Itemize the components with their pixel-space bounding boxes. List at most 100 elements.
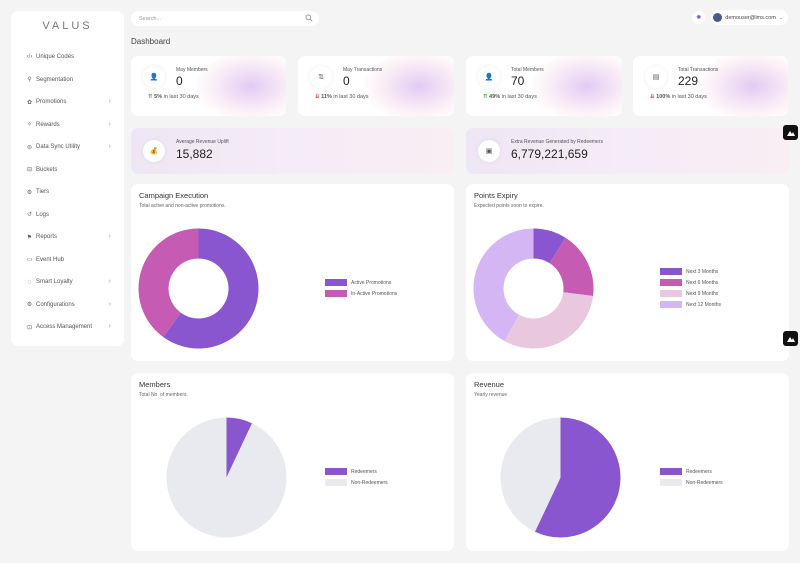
theme-toggle-button[interactable]: ✺: [692, 11, 706, 24]
sidebar-item-logs[interactable]: ↺ Logs: [11, 204, 124, 227]
legend-item[interactable]: Next 6 Months: [660, 277, 721, 288]
legend-label: Next 3 Months: [686, 268, 719, 275]
add-user-icon: 👤: [478, 66, 500, 88]
members-icon: 👤: [143, 66, 165, 88]
sidebar-item-promotions[interactable]: ✿ Promotions ›: [11, 91, 124, 114]
panel-subtitle: Total No. of members.: [139, 392, 188, 398]
legend-swatch: [660, 268, 682, 275]
stat-label: Total Transactions: [678, 67, 719, 73]
stat-card-extra-revenue: ▣ Extra Revenue Generated by Redeemers 6…: [466, 128, 789, 174]
legend-swatch: [325, 279, 347, 286]
cash-icon: ▣: [478, 140, 500, 162]
widget-launcher-button[interactable]: [783, 331, 798, 346]
legend-swatch: [325, 290, 347, 297]
legend-item[interactable]: Active Promotions: [325, 277, 397, 288]
legend-item[interactable]: Redeemers: [325, 466, 388, 477]
campaign-execution-panel: Campaign Execution Total active and non-…: [131, 184, 454, 361]
page-title: Dashboard: [131, 37, 171, 46]
bucket-icon: ⊟: [26, 167, 33, 174]
legend-label: Non-Redeemers: [686, 479, 723, 486]
panel-title: Campaign Execution: [139, 191, 209, 200]
sidebar-item-label: Logs: [36, 211, 50, 218]
sidebar-item-tiers[interactable]: ⚙ Tiers: [11, 181, 124, 204]
pie-slice-non-redeemers: [166, 417, 287, 538]
sidebar-item-rewards[interactable]: ✧ Rewards ›: [11, 114, 124, 137]
legend-item[interactable]: Next 9 Months: [660, 288, 721, 299]
legend-item[interactable]: In-Active Promotions: [325, 288, 397, 299]
sidebar-item-unique-codes[interactable]: ‹/› Unique Codes: [11, 46, 124, 69]
sidebar-item-reports[interactable]: ⚑ Reports ›: [11, 226, 124, 249]
pie-slice-redeemers: [226, 417, 253, 478]
search-placeholder: Search...: [139, 15, 162, 22]
sidebar-item-data-sync-utility[interactable]: ⊜ Data Sync Utility ›: [11, 136, 124, 159]
receipt-icon: ▤: [645, 66, 667, 88]
panel-subtitle: Expected points soon to expire.: [474, 203, 544, 209]
stat-change: ⇈ 49% in last 30 days: [483, 94, 537, 100]
sidebar-item-smart-loyalty[interactable]: ♢ Smart Loyalty ›: [11, 271, 124, 294]
legend-item[interactable]: Next 12 Months: [660, 299, 721, 310]
config-icon: ⚙: [26, 302, 33, 309]
stat-card-total-transactions: ▤ Total Transactions 229 ⇊ 100% in last …: [633, 56, 788, 116]
stat-card-revenue-uplift: 💰 Average Revenue Uplift 15,882: [131, 128, 454, 174]
legend-swatch: [660, 279, 682, 286]
sidebar-item-label: Buckets: [36, 166, 58, 173]
sidebar-item-label: Smart Loyalty: [36, 279, 73, 286]
sidebar-item-segmentation[interactable]: ⚲ Segmentation: [11, 69, 124, 92]
sun-icon: ✺: [696, 15, 702, 21]
header-actions: ✺ demouser@lms.com ⌄: [692, 10, 788, 25]
stat-value: 70: [511, 74, 525, 88]
stat-change-value: 100%: [656, 94, 671, 100]
stat-card-may-members: 👤 May Members 0 ⇈ 5% in last 30 days: [131, 56, 286, 116]
sidebar-item-label: Promotions: [36, 99, 67, 106]
stat-value: 229: [678, 74, 699, 88]
chevron-down-icon: ⌄: [778, 14, 783, 21]
chevron-right-icon: ›: [108, 323, 111, 330]
sidebar-item-access-management[interactable]: ⊡ Access Management ›: [11, 316, 124, 339]
tier-icon: ⚙: [26, 189, 33, 196]
search-icon: [305, 14, 313, 22]
avatar: [713, 13, 723, 22]
legend-label: Redeemers: [351, 468, 377, 475]
sidebar-item-label: Configurations: [36, 301, 75, 308]
panel-subtitle: Total active and non-active promotions.: [139, 203, 226, 209]
sidebar-item-event-hub[interactable]: ▭ Event Hub: [11, 249, 124, 272]
panel-title: Points Expiry: [474, 191, 518, 200]
pie-slice-next-9-months: [504, 292, 594, 349]
stat-period: in last 30 days: [333, 94, 369, 100]
arrow-up-icon: ⇈: [148, 94, 153, 100]
sidebar-item-configurations[interactable]: ⚙ Configurations ›: [11, 294, 124, 317]
pie-slice-next-3-months: [533, 228, 566, 264]
legend-item[interactable]: Next 3 Months: [660, 266, 721, 277]
arrow-down-icon: ⇊: [315, 94, 320, 100]
widget-launcher-button[interactable]: [783, 125, 798, 140]
user-menu[interactable]: demouser@lms.com ⌄: [711, 10, 788, 25]
panel-title: Revenue: [474, 380, 505, 389]
cloud-icon: [786, 336, 795, 342]
legend-label: Non-Redeemers: [351, 479, 388, 486]
stat-change: ⇈ 5% in last 30 days: [148, 94, 199, 100]
reward-icon: ✧: [26, 122, 33, 129]
sidebar-item-label: Data Sync Utility: [36, 144, 81, 151]
legend-swatch: [325, 468, 347, 475]
legend-label: Next 12 Months: [686, 301, 722, 308]
legend-swatch: [660, 479, 682, 486]
pie-slice-next-12-months: [473, 228, 534, 342]
chart-legend: Redeemers Non-Redeemers: [660, 466, 723, 488]
sidebar-item-label: Rewards: [36, 121, 60, 128]
stat-change-value: 11%: [321, 94, 332, 100]
stat-card-total-members: 👤 Total Members 70 ⇈ 49% in last 30 days: [466, 56, 622, 116]
revenue-pie-chart: [500, 417, 621, 538]
panel-subtitle: Yearly revenue: [474, 392, 508, 398]
panel-title: Members: [139, 380, 171, 389]
stat-card-may-transactions: ⇅ May Transactions 0 ⇊ 11% in last 30 da…: [298, 56, 454, 116]
stat-label: Total Members: [511, 67, 544, 73]
sidebar-item-buckets[interactable]: ⊟ Buckets: [11, 159, 124, 182]
legend-item[interactable]: Non-Redeemers: [325, 477, 388, 488]
search-input[interactable]: Search...: [131, 11, 319, 26]
legend-item[interactable]: Redeemers: [660, 466, 723, 477]
legend-label: Active Promotions: [351, 279, 392, 286]
legend-item[interactable]: Non-Redeemers: [660, 477, 723, 488]
legend-swatch: [325, 479, 347, 486]
loyalty-icon: ♢: [26, 279, 33, 286]
sidebar-item-label: Event Hub: [36, 256, 65, 263]
